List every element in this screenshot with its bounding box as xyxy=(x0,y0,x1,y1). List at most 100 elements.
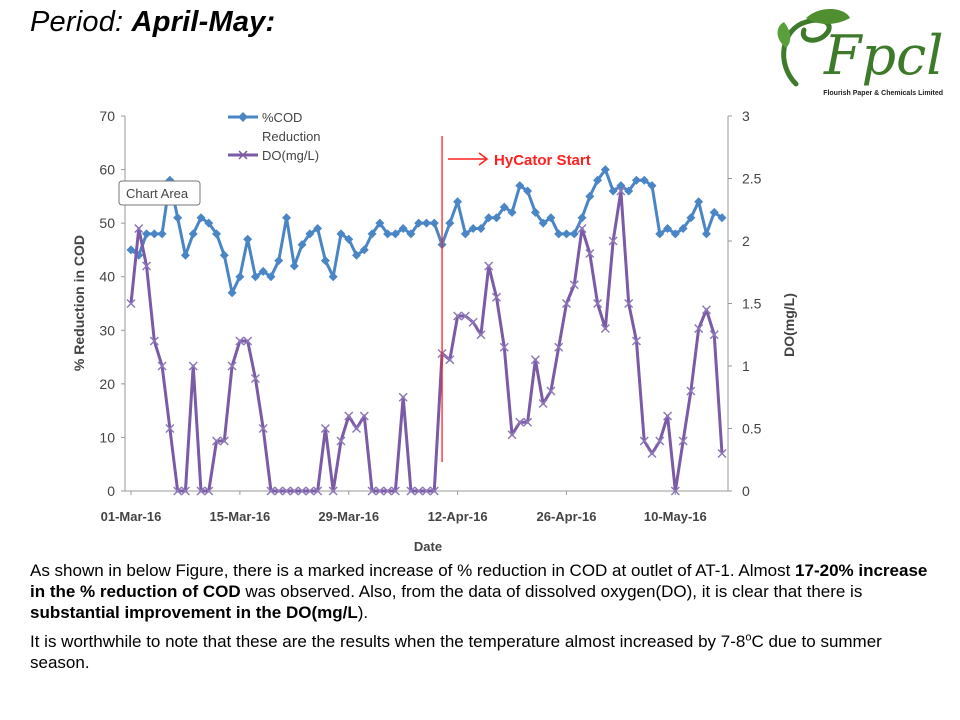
do-point xyxy=(134,223,144,234)
cod-point xyxy=(429,218,439,228)
do-point xyxy=(289,486,299,496)
do-point xyxy=(701,305,711,315)
x-tick-label: 29-Mar-16 xyxy=(318,509,379,524)
x-tick-label: 01-Mar-16 xyxy=(101,509,162,524)
do-point xyxy=(126,298,136,309)
title-period: April-May: xyxy=(131,6,276,38)
do-point xyxy=(491,292,502,302)
do-point xyxy=(639,436,649,446)
do-point xyxy=(538,398,548,409)
cod-point xyxy=(655,229,665,239)
do-point xyxy=(686,386,696,396)
y-tick-label: 20 xyxy=(99,376,115,392)
do-point xyxy=(219,436,229,446)
cod-point xyxy=(367,229,377,239)
cod-point xyxy=(554,229,564,239)
cod-point xyxy=(538,218,548,228)
do-point xyxy=(149,336,159,346)
do-point xyxy=(367,486,377,496)
do-point xyxy=(281,486,292,496)
cod-point xyxy=(227,288,237,298)
do-line xyxy=(129,189,724,493)
logo-leaf xyxy=(806,8,850,24)
p1-text-2: was observed. Also, from the data of dis… xyxy=(240,582,863,601)
cod-point xyxy=(149,229,159,239)
do-point xyxy=(421,486,432,496)
do-point xyxy=(709,330,719,340)
cod-point xyxy=(608,186,618,196)
cod-point xyxy=(523,186,533,196)
y2-axis-label: DO(mg/L) xyxy=(781,293,797,357)
x-tick-label: 15-Mar-16 xyxy=(210,509,271,524)
do-point xyxy=(336,436,346,446)
cod-point xyxy=(212,229,222,239)
cod-point xyxy=(313,224,323,233)
cod-point xyxy=(678,224,688,233)
cod-point xyxy=(491,213,501,223)
cod-point xyxy=(414,218,424,228)
y2-tick-label: 2.5 xyxy=(742,171,762,187)
do-point xyxy=(305,486,315,496)
cod-point xyxy=(173,213,183,223)
cod-point xyxy=(126,245,136,255)
slide-title: Period: April-May: xyxy=(30,6,275,39)
cod-point xyxy=(624,186,634,196)
x-axis-ticks: 01-Mar-16 15-Mar-16 29-Mar-16 12-Apr-16 26-A… xyxy=(101,491,707,524)
y-tick-label: 70 xyxy=(99,108,115,124)
cod-point xyxy=(383,229,393,239)
y2-tick-label: 2 xyxy=(742,233,750,249)
do-point xyxy=(390,486,400,496)
do-point xyxy=(243,336,253,346)
do-point xyxy=(398,392,408,402)
y-tick-label: 40 xyxy=(99,269,115,285)
x-axis-label: Date xyxy=(414,539,442,554)
cod-point xyxy=(717,213,727,223)
cod-point xyxy=(530,207,540,217)
do-point xyxy=(429,486,439,496)
do-point xyxy=(717,448,727,459)
hycator-start-label: HyCator Start xyxy=(494,152,591,169)
cod-point xyxy=(460,229,470,239)
do-point xyxy=(196,486,206,496)
do-point xyxy=(258,423,268,434)
do-point xyxy=(593,298,603,309)
cod-point xyxy=(282,213,292,223)
do-point xyxy=(694,323,704,334)
legend-do-label: DO(mg/L) xyxy=(262,148,319,163)
cod-point xyxy=(235,272,245,282)
cod-point xyxy=(398,224,408,233)
do-point xyxy=(204,486,214,496)
cod-point xyxy=(561,229,571,239)
do-point xyxy=(344,411,354,421)
do-point xyxy=(188,361,198,371)
do-point xyxy=(546,386,556,396)
y2-tick-label: 3 xyxy=(742,108,750,124)
cod-point xyxy=(585,191,595,201)
cod-point xyxy=(297,240,307,250)
cod-point xyxy=(274,256,284,266)
description-paragraph-2: It is worthwhile to note that these are … xyxy=(30,631,945,673)
cod-point xyxy=(258,266,268,276)
legend-cod-label-2: Reduction xyxy=(262,129,321,144)
p1-bold-1: 17-20% increase in the % reduction of CO… xyxy=(30,561,928,601)
y2-tick-label: 0.5 xyxy=(742,421,762,437)
y2-tick-label: 0 xyxy=(742,483,750,499)
legend-do-marker xyxy=(238,150,248,160)
cod-point xyxy=(157,229,167,239)
do-point xyxy=(476,330,486,340)
cod-point xyxy=(453,197,463,207)
cod-point xyxy=(670,229,680,239)
chart-area-tooltip-box xyxy=(118,180,201,206)
cod-point xyxy=(188,229,198,239)
y-tick-label: 60 xyxy=(99,162,115,178)
cod-point xyxy=(320,256,330,266)
cod-point xyxy=(476,224,486,233)
cod-point xyxy=(577,213,587,223)
p2-superscript: o xyxy=(745,631,752,644)
logo-caption: Flourish Paper & Chemicals Limited xyxy=(823,90,943,97)
cod-point xyxy=(336,229,346,239)
do-point xyxy=(359,411,369,421)
cod-point xyxy=(686,213,696,223)
y2-tick-label: 1 xyxy=(742,358,750,374)
do-point xyxy=(180,486,190,496)
